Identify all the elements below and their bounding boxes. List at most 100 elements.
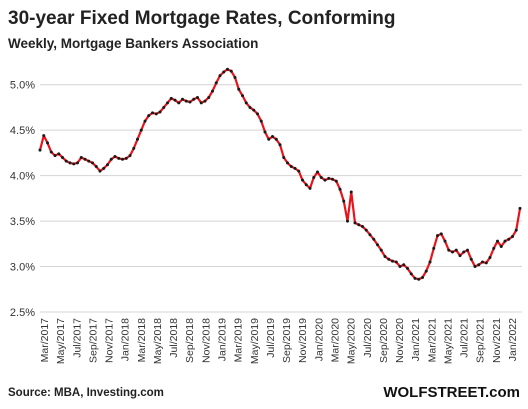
data-point bbox=[496, 239, 499, 243]
data-point bbox=[121, 157, 124, 161]
y-tick-label: 3.5% bbox=[10, 216, 35, 228]
data-point bbox=[169, 96, 173, 100]
data-point bbox=[94, 165, 98, 169]
data-point bbox=[91, 161, 94, 165]
data-point bbox=[293, 166, 297, 170]
chart-title: 30-year Fixed Mortgage Rates, Conforming bbox=[8, 8, 395, 29]
data-point bbox=[443, 239, 447, 243]
data-point bbox=[211, 89, 214, 93]
data-point bbox=[237, 87, 241, 91]
data-point bbox=[383, 255, 387, 259]
x-tick-label: Jan/2021 bbox=[410, 318, 422, 361]
x-tick-label: Jul/2021 bbox=[459, 318, 471, 358]
x-tick-label: Jan/2018 bbox=[120, 318, 132, 361]
data-point bbox=[301, 178, 304, 182]
source-note: Source: MBA, Investing.com bbox=[8, 387, 164, 399]
x-tick-label: Nov/2018 bbox=[200, 318, 212, 363]
x-tick-label: Jul/2018 bbox=[168, 318, 180, 358]
data-point bbox=[154, 112, 158, 116]
data-point bbox=[297, 169, 301, 173]
data-point bbox=[128, 154, 132, 158]
data-point bbox=[368, 233, 372, 237]
data-point bbox=[196, 95, 199, 99]
x-tick-label: Mar/2017 bbox=[39, 318, 51, 363]
x-tick-label: Jan/2022 bbox=[507, 318, 519, 361]
x-tick-label: Jan/2020 bbox=[313, 318, 325, 361]
data-point bbox=[248, 105, 252, 109]
y-tick-label: 2.5% bbox=[10, 307, 35, 319]
data-point bbox=[188, 100, 192, 104]
data-point bbox=[507, 237, 511, 241]
data-point bbox=[289, 165, 293, 169]
y-axis-ticks: 2.5% 3.0% 3.5% 4.0% 4.5% 5.0% bbox=[10, 80, 35, 319]
x-tick-label: Jul/2019 bbox=[265, 318, 277, 358]
data-point bbox=[361, 225, 364, 229]
x-tick-label: May/2017 bbox=[55, 318, 67, 364]
data-point bbox=[117, 156, 121, 160]
data-point bbox=[76, 161, 79, 165]
data-point bbox=[436, 234, 439, 238]
data-point bbox=[409, 272, 413, 276]
data-point bbox=[484, 261, 488, 265]
data-point bbox=[132, 146, 136, 150]
x-tick-label: Sep/2020 bbox=[378, 318, 390, 363]
data-point bbox=[143, 119, 147, 123]
data-point bbox=[458, 254, 462, 258]
x-tick-label: Sep/2021 bbox=[475, 318, 487, 363]
x-tick-label: Sep/2017 bbox=[87, 318, 99, 363]
data-point bbox=[147, 114, 151, 118]
data-point bbox=[109, 157, 113, 161]
data-point bbox=[477, 263, 481, 267]
x-tick-label: May/2021 bbox=[442, 318, 454, 364]
x-tick-label: May/2019 bbox=[249, 318, 261, 364]
data-point bbox=[64, 159, 68, 163]
data-point bbox=[473, 265, 477, 269]
x-tick-label: Mar/2021 bbox=[426, 318, 438, 363]
data-point bbox=[177, 101, 181, 105]
data-point bbox=[229, 69, 233, 73]
data-point bbox=[199, 101, 203, 105]
data-point bbox=[492, 246, 496, 250]
x-tick-label: Mar/2018 bbox=[136, 318, 148, 363]
data-point bbox=[514, 228, 518, 232]
x-tick-label: Nov/2020 bbox=[394, 318, 406, 363]
data-point bbox=[139, 128, 143, 132]
x-tick-label: Nov/2019 bbox=[297, 318, 309, 363]
y-tick-label: 4.5% bbox=[10, 125, 35, 137]
data-point bbox=[226, 67, 229, 71]
series-markers bbox=[38, 67, 522, 281]
data-point bbox=[222, 70, 226, 74]
data-point bbox=[466, 248, 469, 252]
data-point bbox=[218, 74, 222, 78]
data-point bbox=[331, 177, 334, 181]
data-point bbox=[113, 155, 117, 159]
data-point bbox=[327, 176, 331, 180]
data-point bbox=[391, 259, 394, 263]
x-tick-label: Jul/2017 bbox=[71, 318, 83, 358]
data-point bbox=[353, 221, 357, 225]
data-point bbox=[286, 161, 289, 165]
y-tick-label: 4.0% bbox=[10, 171, 35, 183]
data-point bbox=[158, 110, 162, 114]
data-point bbox=[203, 99, 207, 103]
x-tick-label: Jul/2020 bbox=[362, 318, 374, 358]
data-point bbox=[49, 150, 53, 154]
data-point bbox=[274, 137, 278, 141]
data-point bbox=[98, 169, 102, 173]
data-point bbox=[61, 155, 64, 159]
data-point bbox=[334, 179, 338, 183]
data-point bbox=[488, 255, 492, 259]
data-point bbox=[413, 276, 417, 280]
data-point bbox=[256, 112, 259, 116]
data-point bbox=[233, 75, 237, 79]
data-point bbox=[87, 159, 91, 163]
brand-watermark: WOLFSTREET.com bbox=[383, 384, 520, 401]
y-tick-label: 3.0% bbox=[10, 262, 35, 274]
data-point bbox=[106, 163, 109, 167]
x-tick-label: Nov/2021 bbox=[491, 318, 503, 363]
data-point bbox=[424, 269, 428, 273]
data-point bbox=[151, 111, 154, 115]
data-point bbox=[421, 275, 424, 279]
data-point bbox=[428, 260, 432, 264]
data-point bbox=[102, 166, 106, 170]
